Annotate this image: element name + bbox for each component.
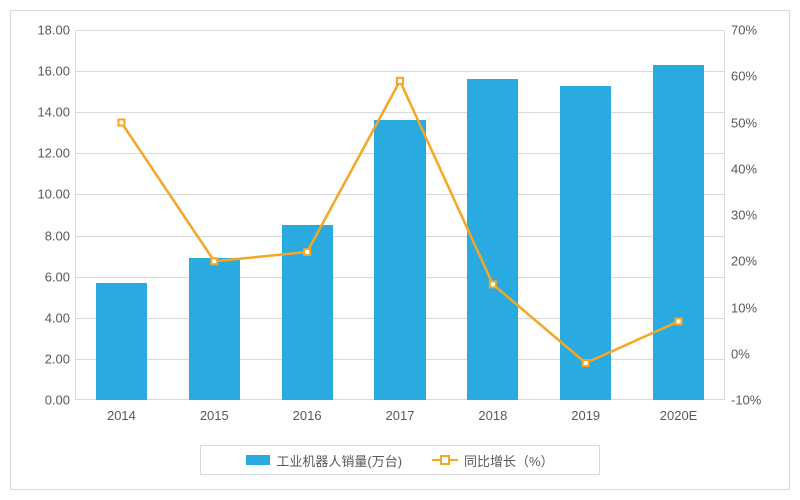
bar (560, 86, 611, 401)
legend-swatch-bar (246, 455, 270, 465)
y-left-tick-label: 18.00 (20, 23, 70, 38)
y-right-tick-label: 10% (731, 300, 781, 315)
y-left-tick-label: 10.00 (20, 187, 70, 202)
y-right-tick-label: 40% (731, 161, 781, 176)
y-right-tick-label: 50% (731, 115, 781, 130)
y-left-tick-label: 16.00 (20, 64, 70, 79)
y-right-tick-label: 0% (731, 346, 781, 361)
x-tick-label: 2014 (107, 408, 136, 423)
bar (374, 120, 425, 400)
bar (467, 79, 518, 400)
y-right-tick-label: 20% (731, 254, 781, 269)
y-right-tick-label: 30% (731, 208, 781, 223)
x-tick-label: 2018 (478, 408, 507, 423)
bar (653, 65, 704, 400)
x-tick-label: 2020E (660, 408, 698, 423)
bar (189, 258, 240, 400)
x-tick-label: 2019 (571, 408, 600, 423)
legend-label: 同比增长（%） (464, 451, 554, 470)
y-left-tick-label: 8.00 (20, 228, 70, 243)
x-tick-label: 2015 (200, 408, 229, 423)
bars-layer (75, 30, 725, 400)
y-left-tick-label: 14.00 (20, 105, 70, 120)
y-left-tick-label: 12.00 (20, 146, 70, 161)
y-left-tick-label: 0.00 (20, 393, 70, 408)
bar (96, 283, 147, 400)
legend-item: 同比增长（%） (432, 451, 554, 470)
y-left-tick-label: 2.00 (20, 351, 70, 366)
y-right-tick-label: 70% (731, 23, 781, 38)
y-right-tick-label: -10% (731, 393, 781, 408)
y-left-tick-label: 6.00 (20, 269, 70, 284)
legend: 工业机器人销量(万台) 同比增长（%） (200, 445, 600, 475)
y-left-tick-label: 4.00 (20, 310, 70, 325)
x-tick-label: 2017 (386, 408, 415, 423)
legend-label: 工业机器人销量(万台) (276, 451, 402, 470)
legend-swatch-line (432, 459, 458, 462)
x-tick-label: 2016 (293, 408, 322, 423)
bar (282, 225, 333, 400)
y-right-tick-label: 60% (731, 69, 781, 84)
legend-item: 工业机器人销量(万台) (246, 451, 402, 470)
